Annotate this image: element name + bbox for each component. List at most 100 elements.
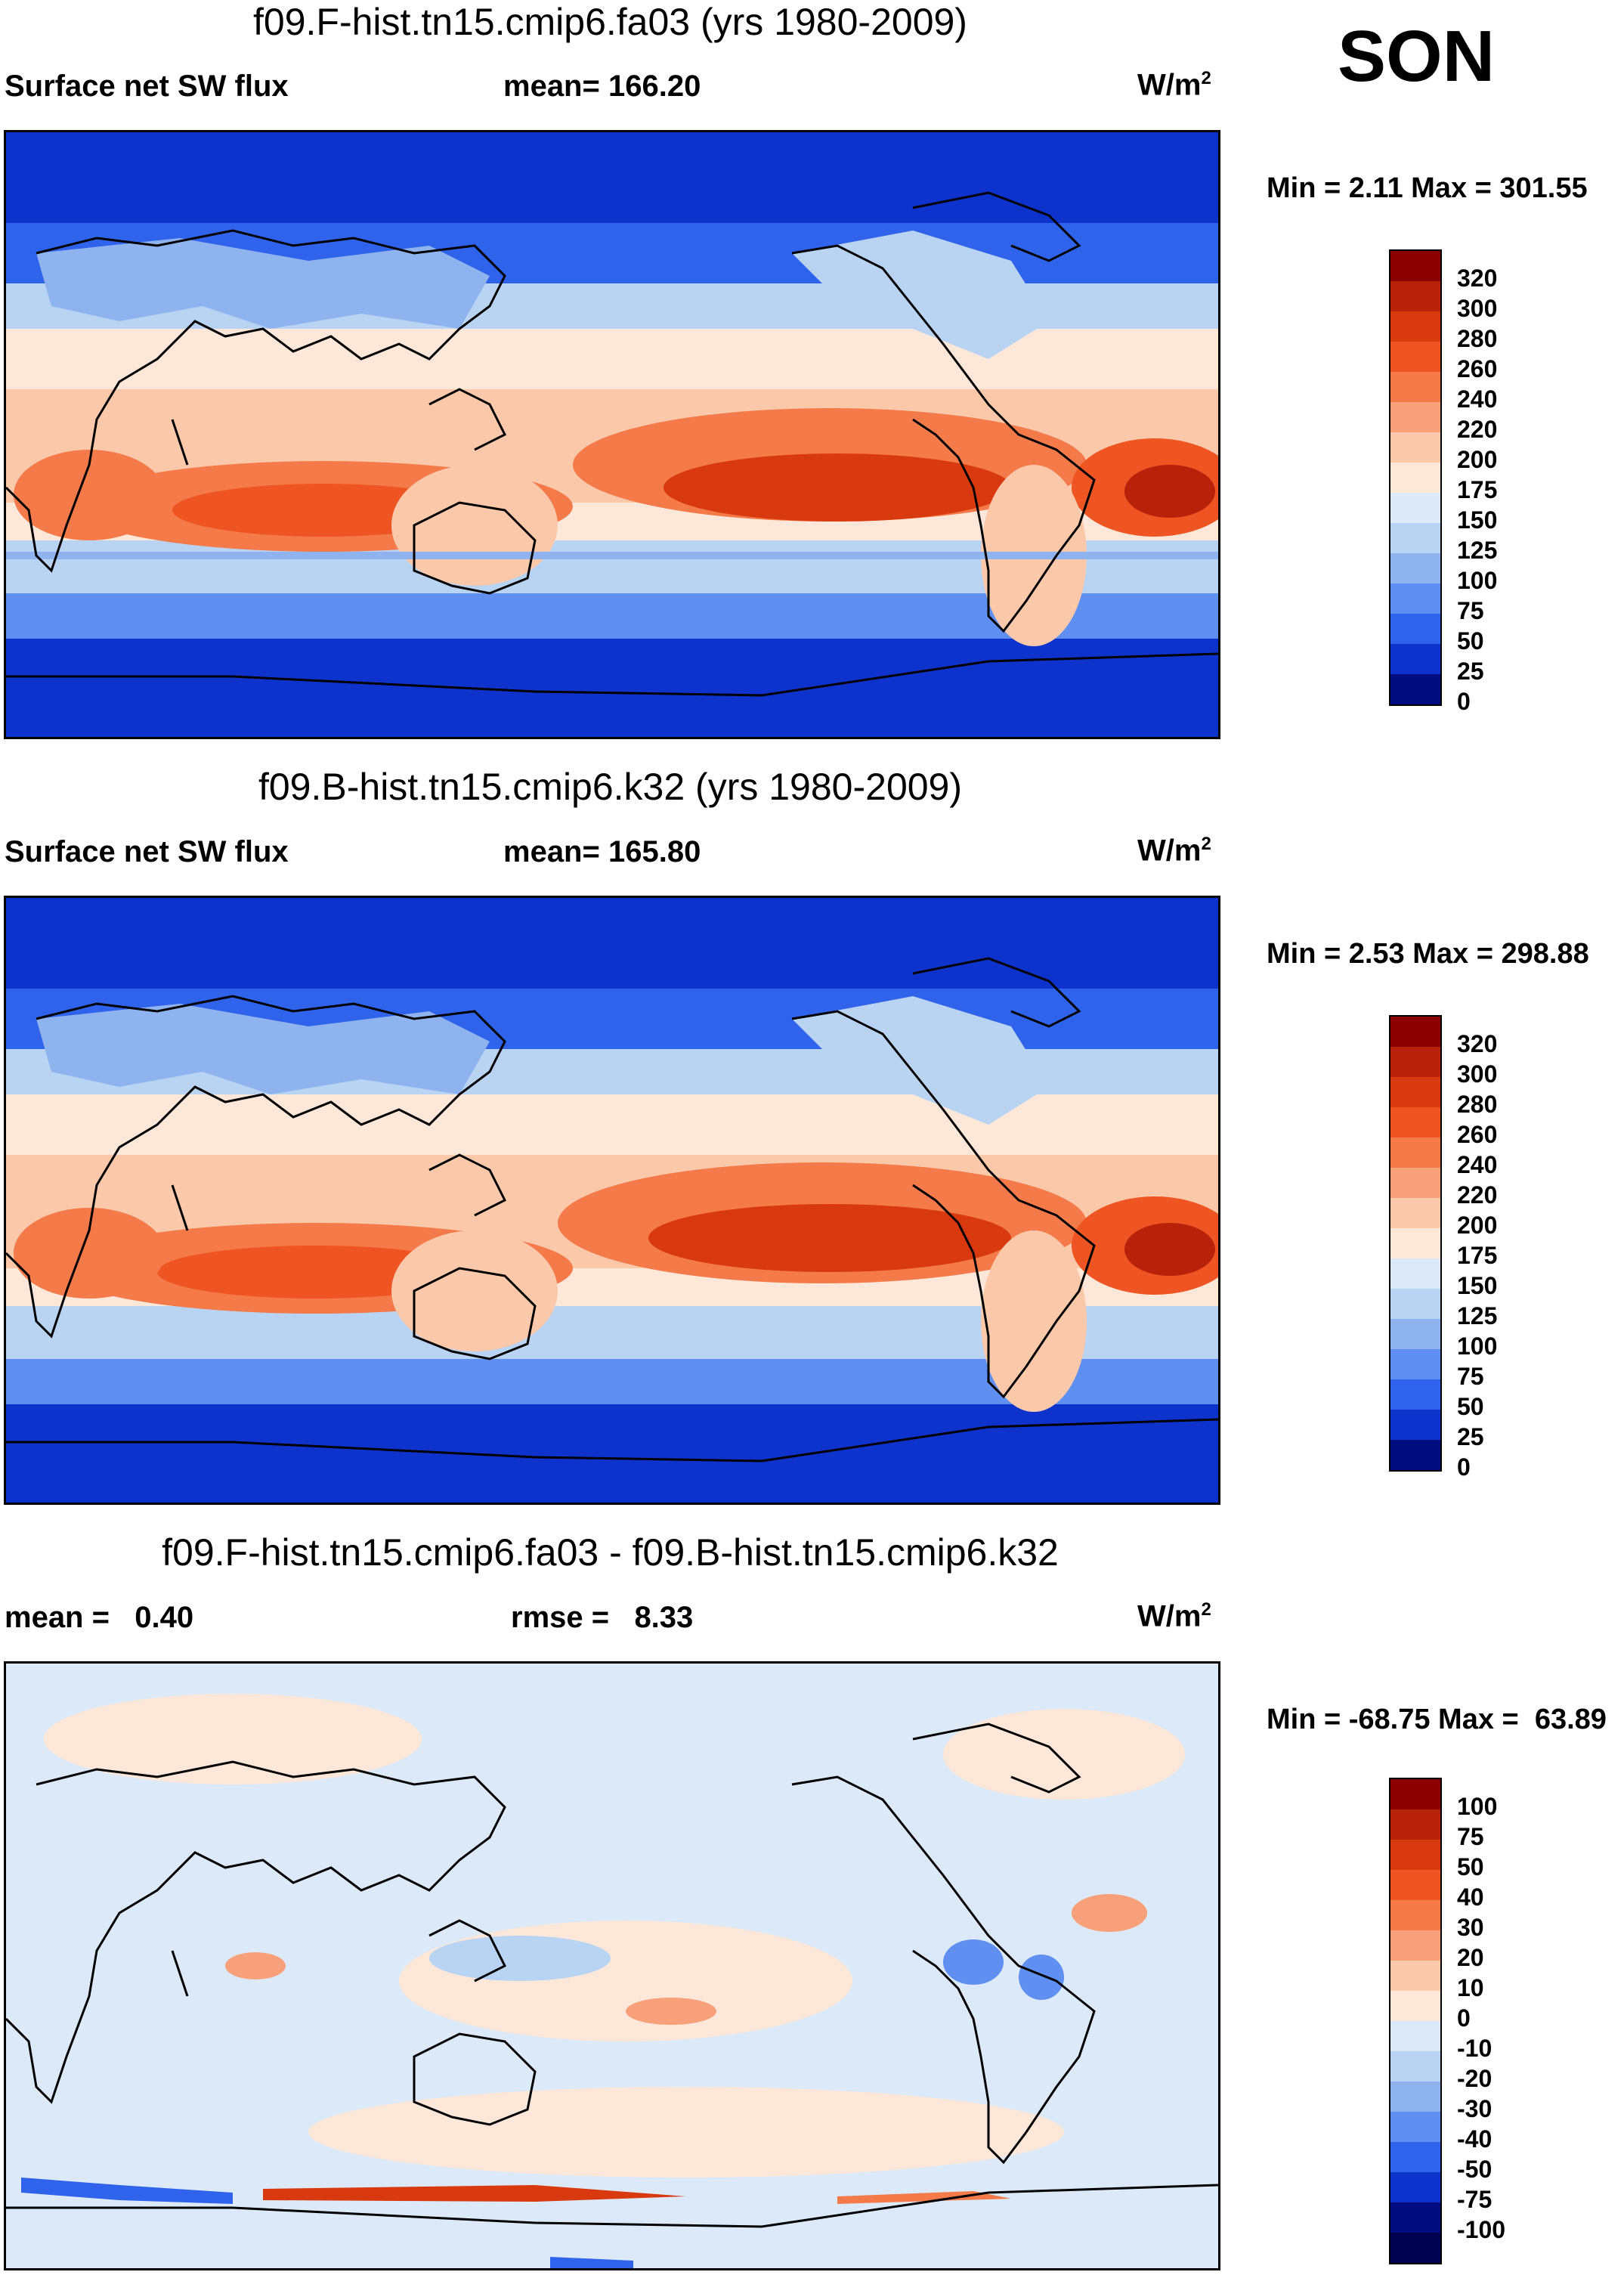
colorbar-tick-label: 75 bbox=[1457, 1823, 1484, 1850]
colorbar-tick-label: 280 bbox=[1457, 325, 1498, 352]
panel-3-colorbar-swatch bbox=[1390, 2202, 1440, 2233]
panel-3-colorbar-swatch bbox=[1390, 1900, 1440, 1930]
panel-1-minmax: Min = 2.11 Max = 301.55 bbox=[1267, 172, 1588, 204]
panel-2-colorbar-swatch bbox=[1390, 1107, 1440, 1138]
colorbar-tick-label: 150 bbox=[1457, 506, 1498, 534]
colorbar-tick-label: 25 bbox=[1457, 1423, 1484, 1450]
panel-2-colorbar-swatch bbox=[1390, 1228, 1440, 1258]
panel-2-colorbar-swatch bbox=[1390, 1017, 1440, 1047]
panel-1-colorbar-swatch bbox=[1390, 281, 1440, 311]
panel-3-minmax: Min = -68.75 Max = 63.89 bbox=[1267, 1704, 1607, 1735]
panel-1-colorbar-swatch bbox=[1390, 372, 1440, 402]
colorbar-tick-label: 0 bbox=[1457, 2004, 1471, 2032]
panel-3-rmse-label: rmse = 8.33 bbox=[511, 1601, 694, 1634]
colorbar-tick-label: 50 bbox=[1457, 1393, 1484, 1420]
colorbar-tick-label: 240 bbox=[1457, 1151, 1498, 1178]
panel-3-colorbar-swatch bbox=[1390, 2142, 1440, 2172]
panel-2-colorbar-swatch bbox=[1390, 1198, 1440, 1228]
panel-3-map bbox=[4, 1661, 1220, 2270]
colorbar-tick-label: -75 bbox=[1457, 2186, 1493, 2213]
panel-2-map bbox=[4, 896, 1220, 1505]
colorbar-tick-label: -10 bbox=[1457, 2035, 1493, 2062]
colorbar-tick-label: 20 bbox=[1457, 1944, 1484, 1971]
colorbar-tick-label: 300 bbox=[1457, 295, 1498, 322]
colorbar-tick-label: -40 bbox=[1457, 2125, 1493, 2153]
panel-1-units: W/m2 bbox=[1137, 68, 1211, 102]
panel-3-colorbar-swatch bbox=[1390, 1840, 1440, 1870]
panel-2-variable-label: Surface net SW flux bbox=[5, 835, 289, 868]
colorbar-tick-label: 0 bbox=[1457, 1453, 1471, 1481]
panel-2-colorbar-swatch bbox=[1390, 1379, 1440, 1410]
panel-2-colorbar-swatch bbox=[1390, 1138, 1440, 1168]
panel-1-colorbar-swatch bbox=[1390, 674, 1440, 704]
colorbar-tick-label: 320 bbox=[1457, 265, 1498, 292]
panel-1-colorbar-swatch bbox=[1390, 311, 1440, 342]
colorbar-tick-label: 40 bbox=[1457, 1883, 1484, 1911]
panel-3-colorbar-swatch bbox=[1390, 1870, 1440, 1900]
panel-3-units: W/m2 bbox=[1137, 1599, 1211, 1633]
panel-3-colorbar-swatch bbox=[1390, 2172, 1440, 2202]
colorbar-tick-label: 25 bbox=[1457, 658, 1484, 685]
colorbar-tick-label: 260 bbox=[1457, 1121, 1498, 1148]
colorbar-tick-label: 300 bbox=[1457, 1060, 1498, 1088]
panel-3-colorbar-swatch bbox=[1390, 1809, 1440, 1840]
panel-2-units: W/m2 bbox=[1137, 834, 1211, 868]
colorbar-tick-label: 100 bbox=[1457, 1793, 1498, 1820]
panel-3-mean-label: mean = 0.40 bbox=[5, 1601, 194, 1634]
colorbar-tick-label: 200 bbox=[1457, 446, 1498, 473]
panel-1-map-svg bbox=[6, 132, 1218, 737]
panel-2-mean-label: mean= 165.80 bbox=[503, 835, 701, 868]
colorbar-tick-label: 50 bbox=[1457, 1853, 1484, 1880]
panel-1-map bbox=[4, 130, 1220, 739]
colorbar-tick-label: 100 bbox=[1457, 1332, 1498, 1360]
panel-3-colorbar-swatch bbox=[1390, 2233, 1440, 2263]
panel-2-minmax: Min = 2.53 Max = 298.88 bbox=[1267, 938, 1589, 970]
panel-3-colorbar-swatch bbox=[1390, 2112, 1440, 2142]
panel-1-mean-label: mean= 166.20 bbox=[503, 70, 701, 103]
panel-1-colorbar-swatch bbox=[1390, 583, 1440, 614]
colorbar-tick-label: 50 bbox=[1457, 627, 1484, 655]
colorbar-tick-label: 75 bbox=[1457, 597, 1484, 624]
colorbar-tick-label: 175 bbox=[1457, 1242, 1498, 1269]
panel-1-title: f09.F-hist.tn15.cmip6.fa03 (yrs 1980-200… bbox=[253, 1, 967, 43]
panel-2-colorbar-swatch bbox=[1390, 1289, 1440, 1319]
colorbar-tick-label: 240 bbox=[1457, 385, 1498, 413]
panel-1-colorbar-swatch bbox=[1390, 614, 1440, 644]
colorbar-tick-label: 175 bbox=[1457, 476, 1498, 503]
colorbar-tick-label: -100 bbox=[1457, 2216, 1506, 2243]
panel-1-variable-label: Surface net SW flux bbox=[5, 70, 289, 103]
panel-3-colorbar-swatch bbox=[1390, 1991, 1440, 2021]
panel-1-colorbar-swatch bbox=[1390, 402, 1440, 432]
panel-2-map-svg bbox=[6, 898, 1218, 1503]
panel-2-colorbar-swatch bbox=[1390, 1258, 1440, 1289]
colorbar-tick-label: -30 bbox=[1457, 2095, 1493, 2122]
panel-3-colorbar-swatch bbox=[1390, 1961, 1440, 1991]
colorbar-tick-label: 75 bbox=[1457, 1363, 1484, 1390]
season-label: SON bbox=[1338, 16, 1496, 97]
colorbar-tick-label: -50 bbox=[1457, 2156, 1493, 2183]
panel-1-colorbar-swatch bbox=[1390, 493, 1440, 523]
colorbar-tick-label: 125 bbox=[1457, 537, 1498, 564]
panel-3-colorbar-swatch bbox=[1390, 2021, 1440, 2051]
panel-1-colorbar-swatch bbox=[1390, 251, 1440, 281]
panel-3-colorbar-swatch bbox=[1390, 2051, 1440, 2082]
panel-1-colorbar-swatch bbox=[1390, 432, 1440, 463]
panel-3-title: f09.F-hist.tn15.cmip6.fa03 - f09.B-hist.… bbox=[162, 1531, 1059, 1574]
colorbar-tick-label: -20 bbox=[1457, 2065, 1493, 2092]
panel-2-colorbar-swatch bbox=[1390, 1319, 1440, 1349]
panel-2-colorbar-swatch bbox=[1390, 1349, 1440, 1379]
panel-3-map-svg bbox=[6, 1664, 1218, 2268]
panel-3-colorbar-swatch bbox=[1390, 1930, 1440, 1961]
panel-2-colorbar-swatch bbox=[1390, 1168, 1440, 1198]
panel-2-title: f09.B-hist.tn15.cmip6.k32 (yrs 1980-2009… bbox=[258, 766, 963, 808]
panel-2-colorbar-swatch bbox=[1390, 1440, 1440, 1470]
panel-3-colorbar-swatch bbox=[1390, 2082, 1440, 2112]
colorbar-tick-label: 220 bbox=[1457, 416, 1498, 443]
panel-2-colorbar-swatch bbox=[1390, 1410, 1440, 1440]
panel-1-colorbar-swatch bbox=[1390, 553, 1440, 583]
colorbar-tick-label: 150 bbox=[1457, 1272, 1498, 1299]
panel-1-colorbar-swatch bbox=[1390, 342, 1440, 372]
panel-3-colorbar-swatch bbox=[1390, 1779, 1440, 1809]
panel-3-colorbar bbox=[1389, 1778, 1442, 2264]
panel-1-colorbar-swatch bbox=[1390, 463, 1440, 493]
